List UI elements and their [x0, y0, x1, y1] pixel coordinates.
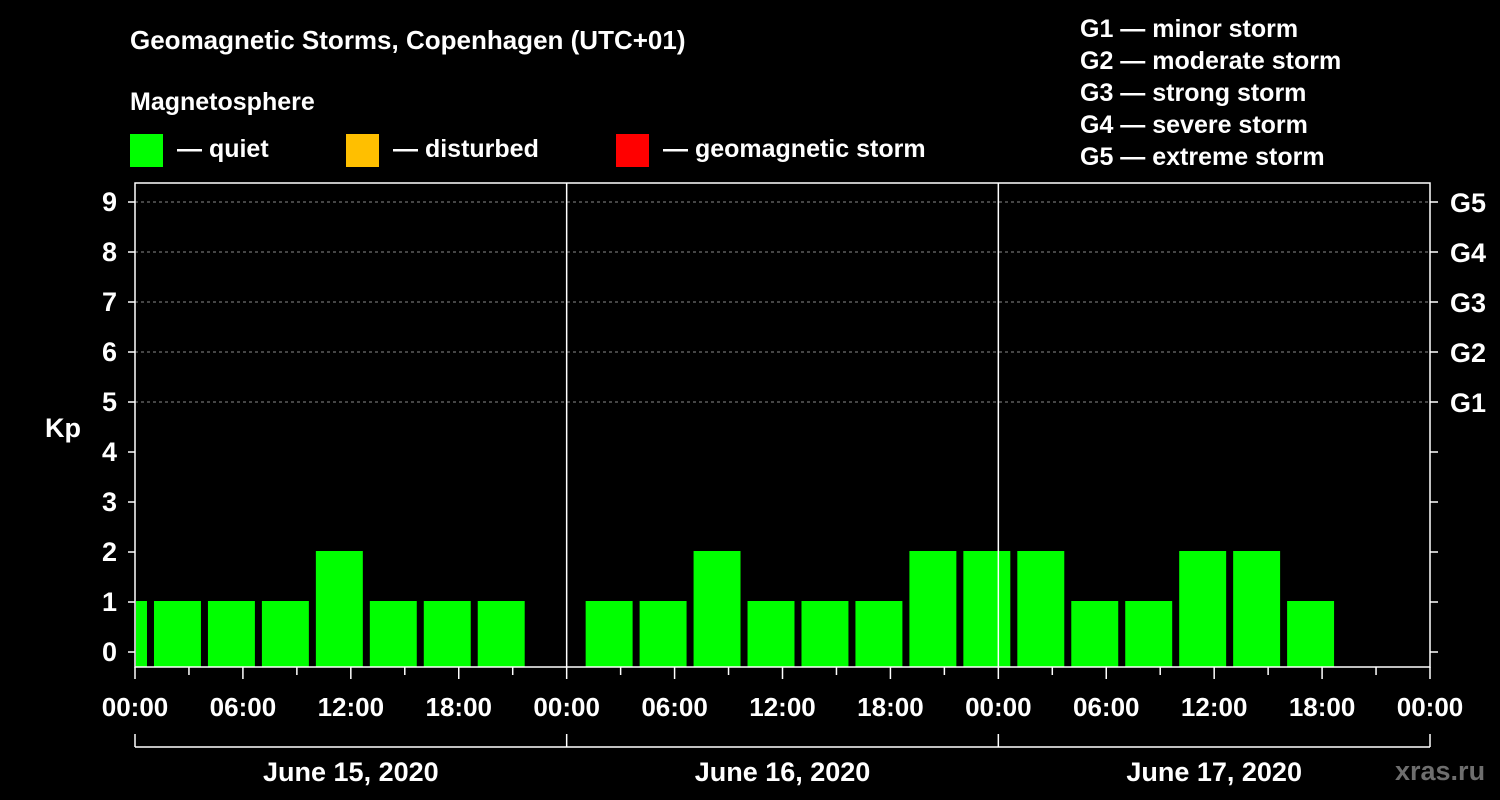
- kp-bar: [693, 551, 741, 667]
- kp-bar: [1233, 551, 1281, 667]
- x-tick-label: 18:00: [426, 692, 493, 722]
- kp-bar: [369, 601, 417, 667]
- y-tick-label: 7: [102, 287, 117, 317]
- x-tick-label: 00:00: [1397, 692, 1464, 722]
- y-tick-label: 4: [102, 437, 117, 467]
- x-tick-label: 12:00: [749, 692, 816, 722]
- scale-g1: G1 — minor storm: [1080, 15, 1298, 43]
- gridlines: [135, 201, 1430, 403]
- kp-bar: [747, 601, 795, 667]
- kp-bar: [639, 601, 687, 667]
- x-tick-label: 06:00: [641, 692, 708, 722]
- y-tick-label: 3: [102, 487, 117, 517]
- legend: — quiet — disturbed — geomagnetic storm: [130, 134, 926, 167]
- x-tick-label: 12:00: [318, 692, 385, 722]
- day-label: June 16, 2020: [695, 757, 871, 787]
- kp-bar: [801, 601, 849, 667]
- storm-scale-legend: G1 — minor storm G2 — moderate storm G3 …: [1080, 15, 1341, 171]
- legend-label-disturbed: — disturbed: [393, 135, 539, 163]
- x-tick-label: 00:00: [965, 692, 1032, 722]
- g-scale-label: G5: [1450, 188, 1486, 218]
- x-tick-label: 12:00: [1181, 692, 1248, 722]
- g-scale-label: G1: [1450, 388, 1486, 418]
- kp-bar: [207, 601, 255, 667]
- kp-bar: [261, 601, 309, 667]
- kp-bar: [1179, 551, 1227, 667]
- g-scale-label: G2: [1450, 338, 1486, 368]
- kp-bar: [315, 551, 363, 667]
- x-tick-label: 00:00: [533, 692, 600, 722]
- chart-title: Geomagnetic Storms, Copenhagen (UTC+01): [130, 25, 685, 55]
- x-tick-label: 18:00: [1289, 692, 1356, 722]
- watermark: xras.ru: [1395, 756, 1485, 786]
- x-tick-label: 18:00: [857, 692, 924, 722]
- y-tick-label: 1: [102, 587, 117, 617]
- x-tick-label: 06:00: [1073, 692, 1140, 722]
- kp-bar: [1071, 601, 1119, 667]
- legend-label-quiet: — quiet: [177, 135, 269, 163]
- bars: [136, 551, 1335, 667]
- scale-g4: G4 — severe storm: [1080, 111, 1308, 139]
- y-tick-label: 9: [102, 187, 117, 217]
- g-scale-label: G4: [1450, 238, 1486, 268]
- scale-g2: G2 — moderate storm: [1080, 47, 1341, 75]
- legend-swatch-disturbed: [346, 134, 379, 167]
- legend-heading: Magnetosphere: [130, 88, 315, 116]
- kp-bar: [855, 601, 903, 667]
- kp-bar: [585, 601, 633, 667]
- scale-g3: G3 — strong storm: [1080, 79, 1306, 107]
- kp-bar: [477, 601, 525, 667]
- kp-bar: [1017, 551, 1065, 667]
- kp-bar: [909, 551, 957, 667]
- kp-bar: [1125, 601, 1173, 667]
- x-tick-label: 00:00: [102, 692, 169, 722]
- kp-bar: [153, 601, 201, 667]
- y-tick-label: 2: [102, 537, 117, 567]
- y-tick-label: 5: [102, 387, 117, 417]
- legend-label-storm: — geomagnetic storm: [663, 135, 926, 163]
- day-label: June 17, 2020: [1126, 757, 1302, 787]
- y-tick-label: 6: [102, 337, 117, 367]
- x-tick-label: 06:00: [210, 692, 277, 722]
- legend-swatch-quiet: [130, 134, 163, 167]
- kp-bar: [963, 551, 1011, 667]
- kp-bar: [136, 601, 147, 667]
- g-scale-label: G3: [1450, 288, 1486, 318]
- legend-swatch-storm: [616, 134, 649, 167]
- kp-bar: [423, 601, 471, 667]
- scale-g5: G5 — extreme storm: [1080, 143, 1325, 171]
- y-tick-label: 8: [102, 237, 117, 267]
- kp-bar: [1287, 601, 1335, 667]
- day-label: June 15, 2020: [263, 757, 439, 787]
- y-tick-label: 0: [102, 637, 117, 667]
- y-axis-label: Kp: [45, 413, 81, 443]
- axes: 0 1 2 3 4 5 6 7 8 9 G1 G2 G3 G4 G5 00:00 06:00 12:00 18:00…: [102, 187, 1486, 787]
